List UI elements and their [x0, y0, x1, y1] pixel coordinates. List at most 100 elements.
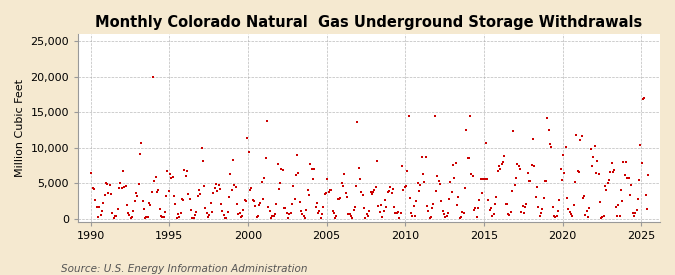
Point — [467, 174, 478, 178]
Point — [308, 167, 319, 171]
Point — [574, 169, 585, 174]
Point — [575, 138, 586, 142]
Point — [433, 179, 444, 183]
Point — [475, 177, 486, 181]
Point — [379, 198, 390, 203]
Point — [157, 215, 167, 219]
Point — [227, 158, 238, 162]
Point — [570, 179, 580, 184]
Point — [162, 169, 173, 174]
Point — [302, 188, 313, 192]
Point — [183, 191, 194, 196]
Point — [541, 179, 551, 184]
Point — [191, 210, 202, 214]
Point — [507, 188, 518, 193]
Point — [614, 214, 625, 218]
Point — [556, 178, 567, 182]
Point — [420, 155, 431, 160]
Point — [130, 191, 141, 196]
Point — [403, 114, 414, 118]
Point — [186, 208, 196, 212]
Point — [347, 216, 358, 220]
Point — [294, 200, 305, 204]
Point — [538, 196, 549, 200]
Point — [500, 202, 511, 206]
Point — [412, 181, 423, 185]
Point — [461, 128, 472, 133]
Point — [375, 203, 386, 208]
Point — [449, 176, 460, 181]
Point — [387, 187, 398, 191]
Point — [103, 191, 114, 195]
Point — [246, 186, 256, 190]
Point — [427, 206, 437, 210]
Point — [288, 183, 298, 188]
Point — [273, 187, 284, 191]
Point — [442, 211, 453, 216]
Point — [173, 212, 184, 216]
Point — [277, 168, 288, 172]
Point — [87, 186, 98, 190]
Point — [166, 176, 177, 180]
Point — [364, 209, 375, 214]
Point — [97, 209, 107, 213]
Point — [517, 204, 528, 208]
Point — [521, 201, 532, 206]
Point — [485, 208, 495, 212]
Point — [526, 163, 537, 167]
Point — [315, 216, 326, 220]
Point — [435, 182, 446, 186]
Point — [496, 161, 507, 166]
Point — [464, 114, 475, 118]
Point — [331, 214, 342, 218]
Point — [88, 187, 99, 192]
Point — [346, 214, 356, 219]
Point — [378, 209, 389, 213]
Point — [549, 214, 560, 219]
Point — [601, 188, 612, 192]
Point — [440, 214, 451, 219]
Point — [232, 201, 242, 206]
Point — [311, 201, 322, 206]
Point — [622, 176, 632, 180]
Point — [497, 160, 508, 164]
Point — [268, 214, 279, 218]
Point — [637, 161, 647, 165]
Point — [592, 159, 603, 163]
Point — [416, 155, 427, 160]
Point — [264, 209, 275, 214]
Point — [271, 202, 281, 207]
Point — [151, 175, 161, 179]
Point — [630, 211, 641, 216]
Point — [247, 198, 258, 203]
Point — [603, 178, 614, 182]
Point — [116, 185, 127, 190]
Point — [369, 188, 380, 192]
Point — [598, 214, 609, 218]
Point — [581, 209, 592, 213]
Point — [357, 193, 368, 197]
Point — [396, 210, 406, 215]
Point — [197, 159, 208, 163]
Point — [213, 183, 224, 187]
Point — [408, 204, 419, 208]
Point — [610, 204, 621, 209]
Point — [182, 169, 192, 173]
Point — [254, 203, 265, 207]
Point — [411, 199, 422, 204]
Point — [304, 193, 315, 197]
Point — [597, 215, 608, 219]
Point — [524, 179, 535, 183]
Point — [102, 182, 113, 186]
Point — [92, 214, 103, 219]
Point — [425, 214, 436, 219]
Point — [310, 205, 321, 210]
Point — [568, 203, 579, 207]
Point — [516, 210, 526, 214]
Point — [481, 141, 491, 145]
Point — [522, 171, 533, 175]
Point — [275, 181, 286, 185]
Point — [419, 179, 430, 184]
Point — [555, 167, 566, 172]
Point — [371, 185, 381, 189]
